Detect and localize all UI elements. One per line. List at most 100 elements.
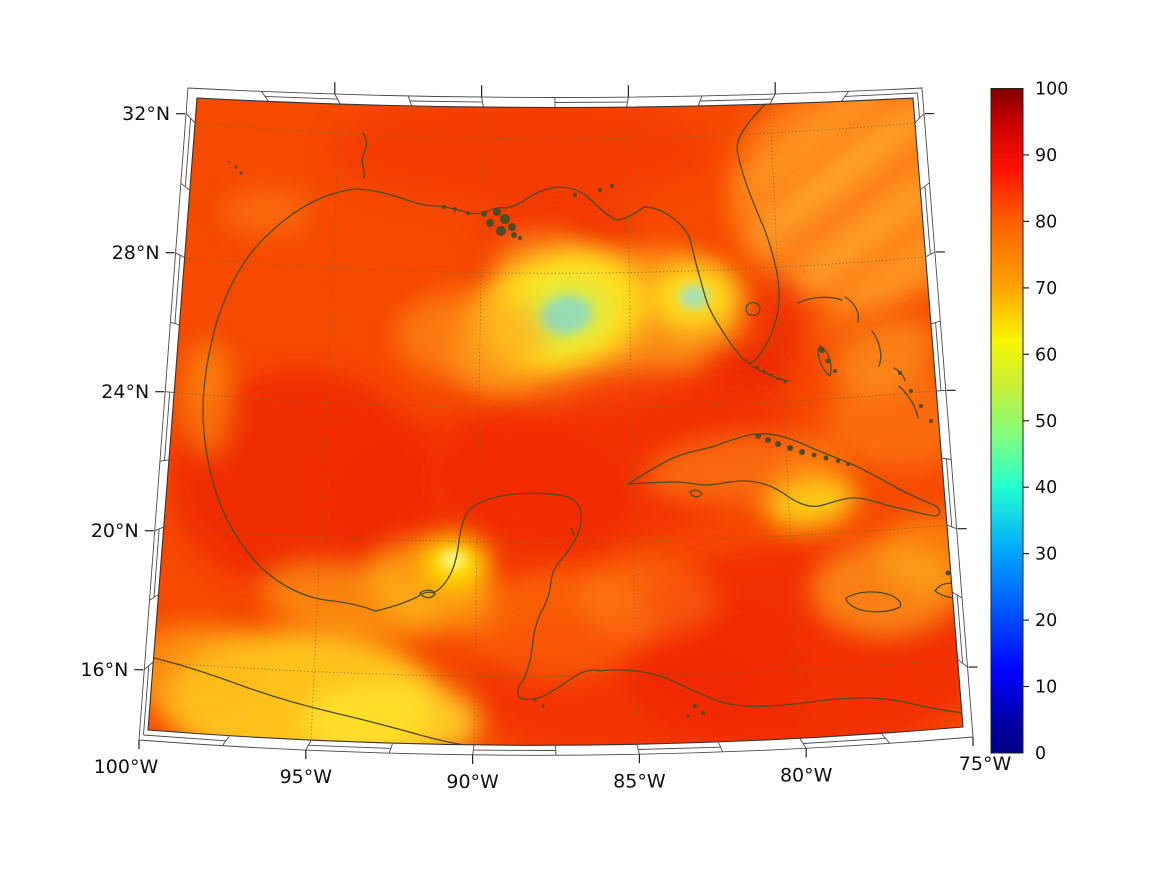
x-tick-label-95W: 95°W <box>280 766 333 788</box>
speck-40 <box>952 557 958 563</box>
speck-29 <box>769 373 773 377</box>
coastline-cozumel <box>570 527 575 536</box>
axis-ticks <box>134 82 978 764</box>
frame-left-stripe <box>143 665 150 736</box>
speck-24 <box>909 389 913 393</box>
frame-right-divider <box>920 182 930 191</box>
coastline-mexico-pacific-coast <box>149 656 479 746</box>
speck-36 <box>701 711 705 715</box>
coastline-abaco <box>844 296 860 323</box>
coastline-mississippi-river <box>361 132 368 179</box>
speck-25 <box>919 404 923 408</box>
y-tick-label-28N: 28°N <box>112 242 160 264</box>
speck-26 <box>929 419 933 423</box>
cbar-tick-label-40: 40 <box>1035 478 1057 498</box>
speck-16 <box>811 452 817 458</box>
map-frame-layer <box>138 87 974 756</box>
speck-27 <box>755 365 759 369</box>
speck-17 <box>823 455 829 461</box>
speck-33 <box>239 171 243 175</box>
frame-bottom-divider <box>222 735 230 746</box>
frame-right-divider <box>941 457 952 460</box>
speck-14 <box>787 445 793 451</box>
cbar-tick-label-60: 60 <box>1035 345 1057 365</box>
speck-23 <box>898 371 902 375</box>
field-blob-30 <box>148 624 265 720</box>
x-tick-label-100W: 100°W <box>94 756 159 778</box>
speck-8 <box>466 211 470 215</box>
y-tick-label-16N: 16°N <box>80 659 128 681</box>
speck-11 <box>755 433 761 439</box>
speck-42 <box>573 193 577 197</box>
speck-31 <box>783 380 787 384</box>
graticule-layer <box>153 104 958 746</box>
speck-15 <box>799 449 805 455</box>
field-blob-33 <box>645 432 845 504</box>
speck-43 <box>598 188 602 192</box>
frame-right-stripe <box>945 458 953 527</box>
coastlines <box>149 100 963 746</box>
x-tick-label-90W: 90°W <box>446 771 499 793</box>
frame-bottom-divider <box>636 744 640 755</box>
parallel-28N <box>184 256 926 274</box>
field-blob-16 <box>753 274 805 370</box>
map-inner-border <box>147 97 964 746</box>
cbar-tick-label-20: 20 <box>1035 611 1057 631</box>
colorbar-gradient <box>991 88 1023 753</box>
colorbar-layer: 0 10 20 30 40 50 60 70 80 90 100 <box>990 80 1068 764</box>
frame-right-divider <box>936 389 946 392</box>
speck-44 <box>610 184 614 188</box>
frame-left-divider <box>180 182 191 191</box>
meridian-80W <box>769 104 801 739</box>
frame-right-stripe <box>956 594 964 664</box>
field-blob-0 <box>730 98 963 310</box>
coastline-florida-keys <box>751 365 789 382</box>
speck-9 <box>453 207 457 211</box>
frame-bottom-divider <box>305 740 312 751</box>
speck-41 <box>945 570 951 576</box>
speck-21 <box>825 358 831 364</box>
field-blob-37 <box>831 317 939 393</box>
speck-10 <box>442 205 446 209</box>
frame-left-divider <box>175 252 185 258</box>
coastline-laguna-de-terminos <box>419 589 436 599</box>
field-blob-13 <box>679 285 709 309</box>
speck-13 <box>775 441 781 447</box>
frame-bottom-stripe <box>803 737 886 744</box>
field-blob-14 <box>395 290 545 380</box>
frame-bottom-divider <box>718 742 724 753</box>
field-blob-3 <box>740 98 884 196</box>
speck-6 <box>481 211 487 217</box>
speck-3 <box>496 226 506 236</box>
field-blob-1 <box>750 98 940 245</box>
coastline-isla-de-la-juventud <box>689 489 703 498</box>
speck-30 <box>776 377 780 381</box>
coastline-grand-bahama <box>797 296 843 304</box>
frame-top-stripe <box>844 92 918 97</box>
heatmap-blobs <box>148 98 963 746</box>
coastline-eleuthera <box>871 330 882 367</box>
frame-top-stripe <box>699 98 773 102</box>
cbar-tick-label-50: 50 <box>1035 412 1057 432</box>
frame-left-stripe <box>153 528 160 598</box>
colorbar-ticks <box>1023 154 1029 688</box>
x-tick-label-80W: 80°W <box>780 764 833 786</box>
field-blob-31 <box>182 340 234 460</box>
field-blob-38 <box>221 188 311 236</box>
frame-bottom-divider <box>881 733 890 744</box>
axis-label-layer: 100°W 95°W 90°W 85°W 80°W 75°W 32°N 28°N 24°N 20°… <box>80 82 1011 793</box>
field-blob-25 <box>261 559 439 641</box>
speck-34 <box>228 161 230 163</box>
speck-35 <box>693 704 697 708</box>
field-blob-11 <box>540 295 592 335</box>
x-tick-label-75W: 75°W <box>959 753 1012 775</box>
speck-38 <box>533 698 537 702</box>
speck-39 <box>541 704 545 708</box>
speck-37 <box>686 714 690 718</box>
speck-22 <box>833 369 837 373</box>
speck-4 <box>486 219 494 227</box>
frame-left-stripe <box>164 391 171 461</box>
speck-12 <box>765 437 771 443</box>
coastline-gulf-coast-florida-yucatan-honduras <box>202 100 963 714</box>
